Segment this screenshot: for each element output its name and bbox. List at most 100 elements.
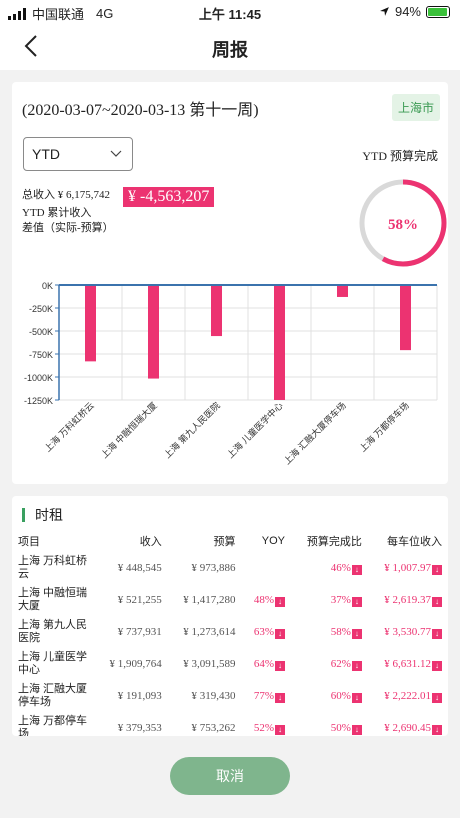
ytd-budget-label: YTD 预算完成 bbox=[362, 149, 438, 163]
period-label: (2020-03-07~2020-03-13 第十一周) bbox=[22, 102, 259, 119]
cancel-button[interactable]: 取消 bbox=[170, 757, 290, 795]
donut-percent: 58% bbox=[388, 217, 418, 233]
cell-per-space-text: ¥ 3,530.77 bbox=[384, 625, 431, 638]
signal-icon bbox=[8, 7, 26, 20]
down-arrow-icon: ↓ bbox=[275, 660, 286, 671]
battery-icon bbox=[426, 5, 450, 18]
down-arrow-icon: ↓ bbox=[351, 660, 362, 671]
cell-project: 上海 万都停车场 bbox=[12, 712, 94, 736]
cell-per-space-text: ¥ 2,222.01 bbox=[384, 689, 431, 702]
cell-per-space: ¥ 3,530.77 ↓ bbox=[368, 616, 448, 648]
y-tick-label: -1000K bbox=[24, 373, 53, 383]
cell-per-space-text: ¥ 1,007.97 bbox=[384, 561, 431, 574]
cell-project-text: 上海 万都停车场 bbox=[18, 715, 88, 736]
cell-ratio: 58% ↓ bbox=[291, 616, 368, 648]
cell-yoy-text: 63% bbox=[253, 625, 275, 638]
bar bbox=[400, 285, 411, 351]
down-arrow-icon: ↓ bbox=[432, 692, 442, 703]
cell-income-text: ¥ 1,909,764 bbox=[109, 658, 162, 670]
col-project: 项目 bbox=[18, 536, 40, 548]
table-row[interactable]: 上海 汇融大厦停车场 ¥ 191,093 ¥ 319,430 77% ↓ 60% ↓ ¥ 2,… bbox=[12, 680, 448, 712]
cell-project-text: 上海 万科虹桥云 bbox=[18, 555, 88, 580]
cell-per-space: ¥ 2,619.37 ↓ bbox=[368, 584, 448, 616]
down-arrow-icon: ↓ bbox=[275, 628, 286, 639]
down-arrow-icon: ↓ bbox=[432, 724, 442, 735]
down-arrow-icon: ↓ bbox=[275, 724, 286, 735]
y-tick-label: -500K bbox=[29, 327, 53, 337]
nav-bar: 周报 bbox=[0, 24, 460, 70]
cell-income: ¥ 1,909,764 bbox=[94, 648, 168, 680]
col-budget: 预算 bbox=[213, 536, 236, 548]
cell-budget-text: ¥ 973,886 bbox=[191, 562, 236, 574]
period-select-value: YTD bbox=[32, 146, 60, 162]
x-tick-label: 上海 万都停车场 bbox=[357, 400, 411, 454]
y-tick-label: -250K bbox=[29, 304, 53, 314]
bar bbox=[148, 285, 159, 379]
table-row[interactable]: 上海 儿童医学中心 ¥ 1,909,764 ¥ 3,091,589 64% ↓ 62% ↓ ¥… bbox=[12, 648, 448, 680]
cell-budget-text: ¥ 753,262 bbox=[191, 722, 236, 734]
cell-project: 上海 汇融大厦停车场 bbox=[12, 680, 94, 712]
period-select[interactable]: YTD bbox=[23, 137, 133, 171]
cell-project-text: 上海 中融恒瑞大厦 bbox=[18, 587, 88, 612]
y-tick-label: 0K bbox=[42, 281, 53, 291]
cell-ratio: 62% ↓ bbox=[291, 648, 368, 680]
cell-income-text: ¥ 379,353 bbox=[117, 722, 162, 734]
cell-budget-text: ¥ 3,091,589 bbox=[183, 658, 236, 670]
cell-project: 上海 中融恒瑞大厦 bbox=[12, 584, 94, 616]
section-title: 时租 bbox=[22, 506, 63, 524]
down-arrow-icon: ↓ bbox=[351, 692, 362, 703]
carrier-name: 中国联通 bbox=[32, 7, 85, 22]
cell-yoy: 77% ↓ bbox=[241, 680, 291, 712]
x-tick-label: 上海 第九人民医院 bbox=[161, 400, 221, 460]
city-badge[interactable]: 上海市 bbox=[391, 94, 440, 121]
cell-project-text: 上海 第九人民医院 bbox=[18, 619, 88, 644]
cell-yoy-text: 77% bbox=[253, 689, 275, 702]
cell-budget: ¥ 319,430 bbox=[168, 680, 242, 712]
cell-income-text: ¥ 521,255 bbox=[117, 594, 162, 606]
page-title: 周报 bbox=[212, 40, 248, 60]
cell-income-text: ¥ 737,931 bbox=[117, 626, 162, 638]
x-tick-label: 上海 儿童医学中心 bbox=[224, 400, 284, 460]
diff-label: YTD 累计收入 差值（实际-预算） bbox=[22, 206, 114, 236]
y-tick-label: -750K bbox=[29, 350, 53, 360]
cell-yoy: 63% ↓ bbox=[241, 616, 291, 648]
cell-ratio: 50% ↓ bbox=[291, 712, 368, 736]
completion-donut: 58% bbox=[359, 179, 447, 267]
down-arrow-icon: ↓ bbox=[275, 596, 286, 607]
table-row[interactable]: 上海 中融恒瑞大厦 ¥ 521,255 ¥ 1,417,280 48% ↓ 37% ↓ ¥ 2… bbox=[12, 584, 448, 616]
location-arrow-icon bbox=[380, 7, 389, 16]
x-tick-label: 上海 汇融大厦停车场 bbox=[281, 400, 348, 467]
table-row[interactable]: 上海 第九人民医院 ¥ 737,931 ¥ 1,273,614 63% ↓ 58% ↓ ¥ 3… bbox=[12, 616, 448, 648]
cell-project-text: 上海 汇融大厦停车场 bbox=[18, 683, 88, 708]
cell-per-space-text: ¥ 6,631.12 bbox=[384, 657, 431, 670]
y-tick-label: -1250K bbox=[24, 396, 53, 406]
col-per-space: 每车位收入 bbox=[387, 536, 442, 548]
cell-income: ¥ 379,353 bbox=[94, 712, 168, 736]
status-time: 上午 11:45 bbox=[198, 7, 262, 22]
cell-income: ¥ 737,931 bbox=[94, 616, 168, 648]
cell-ratio: 60% ↓ bbox=[291, 680, 368, 712]
down-arrow-icon: ↓ bbox=[351, 724, 362, 735]
cell-ratio-text: 62% bbox=[330, 657, 351, 670]
cell-project: 上海 万科虹桥云 bbox=[12, 552, 94, 584]
table-row[interactable]: 上海 万都停车场 ¥ 379,353 ¥ 753,262 52% ↓ 50% ↓ ¥ 2,69… bbox=[12, 712, 448, 736]
down-arrow-icon: ↓ bbox=[432, 660, 442, 671]
cell-ratio: 37% ↓ bbox=[291, 584, 368, 616]
table-row[interactable]: 上海 万科虹桥云 ¥ 448,545 ¥ 973,886 46% ↓ ¥ 1,007.97… bbox=[12, 552, 448, 584]
cell-yoy bbox=[241, 552, 291, 584]
down-arrow-icon: ↓ bbox=[275, 692, 286, 703]
cell-ratio: 46% ↓ bbox=[291, 552, 368, 584]
cell-project: 上海 第九人民医院 bbox=[12, 616, 94, 648]
cell-yoy: 52% ↓ bbox=[241, 712, 291, 736]
cell-budget: ¥ 753,262 bbox=[168, 712, 242, 736]
cell-per-space: ¥ 2,690.45 ↓ bbox=[368, 712, 448, 736]
cell-ratio-text: 46% bbox=[330, 561, 351, 574]
cell-budget: ¥ 1,273,614 bbox=[168, 616, 242, 648]
x-tick-label: 上海 中融恒瑞大厦 bbox=[98, 400, 158, 460]
cell-per-space-text: ¥ 2,690.45 bbox=[384, 721, 431, 734]
diff-label-line2: 差值（实际-预算） bbox=[22, 222, 114, 234]
section-title-bar bbox=[22, 508, 25, 522]
down-arrow-icon: ↓ bbox=[432, 628, 442, 639]
cell-project: 上海 儿童医学中心 bbox=[12, 648, 94, 680]
back-chevron-icon[interactable] bbox=[18, 32, 46, 60]
